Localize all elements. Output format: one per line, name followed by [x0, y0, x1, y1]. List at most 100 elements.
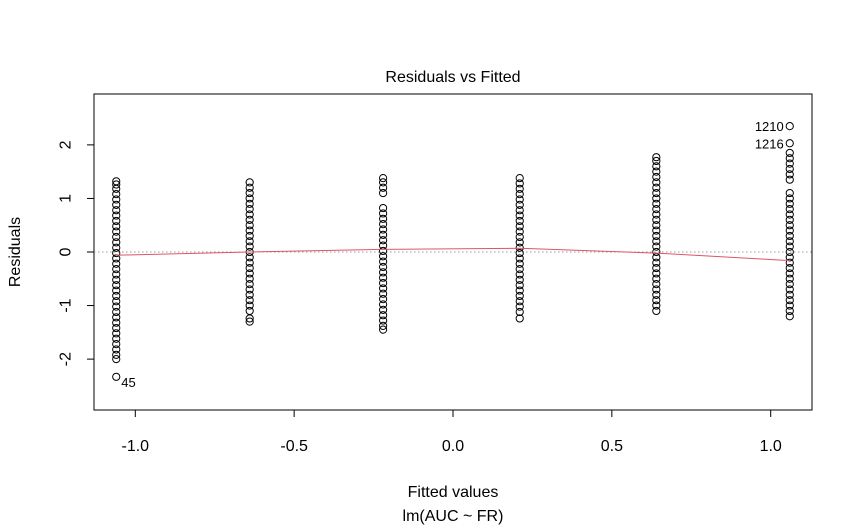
- residual-point: [515, 302, 524, 311]
- residual-point: [112, 180, 121, 189]
- residual-point: [379, 188, 388, 198]
- residual-point: [379, 295, 388, 304]
- residual-point: [379, 214, 388, 223]
- residual-point: [112, 307, 121, 317]
- residual-point: [785, 296, 794, 305]
- residual-point: [652, 247, 661, 257]
- residual-point: [785, 194, 794, 203]
- residual-point: [652, 269, 661, 278]
- y-tick-label: -2: [58, 352, 75, 366]
- residual-point: [652, 285, 661, 294]
- x-tick-label: 0.5: [601, 438, 623, 455]
- residual-point: [652, 162, 661, 171]
- residual-point: [515, 291, 524, 301]
- residual-point: [379, 220, 388, 229]
- residual-point: [785, 263, 794, 273]
- chart-title: Residuals vs Fitted: [385, 69, 520, 86]
- residual-point: [785, 312, 794, 321]
- residual-point: [785, 188, 794, 198]
- residual-point: [785, 226, 794, 235]
- residual-point: [245, 253, 254, 262]
- residual-point: [112, 222, 121, 231]
- x-tick-label: -0.5: [280, 438, 308, 455]
- residual-point: [112, 177, 121, 186]
- residual-point: [112, 340, 121, 349]
- residual-point: [245, 258, 254, 267]
- residual-point: [515, 173, 524, 183]
- residual-point: [112, 350, 121, 359]
- residual-point: [785, 159, 794, 168]
- residual-point: [652, 306, 661, 316]
- residual-point: [515, 232, 524, 242]
- residual-point: [379, 316, 388, 325]
- residual-point: [785, 285, 794, 294]
- residual-point: [515, 307, 524, 317]
- residual-point: [379, 236, 388, 245]
- residual-point: [245, 263, 254, 273]
- residual-point: [785, 231, 794, 241]
- residual-point: [515, 275, 524, 284]
- residual-point: [785, 247, 794, 257]
- residual-point: [379, 203, 388, 213]
- residual-point: [652, 253, 661, 262]
- residual-point: [112, 281, 121, 290]
- residual-point: [112, 313, 121, 322]
- residual-point: [112, 345, 121, 354]
- residual-point: [112, 334, 121, 343]
- residual-point: [245, 205, 254, 214]
- residual-point: [785, 122, 794, 131]
- residual-point: [379, 178, 388, 187]
- residual-point: [785, 170, 794, 179]
- x-tick-label: 1.0: [760, 438, 782, 455]
- x-axis: -1.0 -0.5 0.0 0.5 1.0: [122, 409, 782, 455]
- residual-point: [785, 221, 794, 230]
- y-tick-label: 0: [58, 247, 75, 256]
- residual-point: [112, 355, 121, 364]
- residual-point: [379, 262, 388, 272]
- residual-point: [652, 156, 661, 166]
- residual-point: [112, 190, 121, 199]
- residual-point: [785, 199, 794, 208]
- residual-point: [112, 275, 121, 284]
- residual-point: [515, 270, 524, 279]
- residual-point: [785, 148, 794, 158]
- residual-point: [245, 226, 254, 235]
- residual-point: [785, 301, 794, 310]
- residual-point: [245, 242, 254, 251]
- smooth-line: [116, 247, 790, 262]
- residual-point: [245, 237, 254, 246]
- residual-point: [112, 184, 121, 193]
- residual-point: [245, 221, 254, 230]
- residual-point: [652, 226, 661, 235]
- residual-point: [379, 321, 388, 331]
- residual-point: [515, 216, 524, 226]
- residual-point: [245, 301, 254, 310]
- residual-point: [379, 173, 388, 183]
- residual-point: [379, 246, 388, 256]
- residual-point: [515, 259, 524, 268]
- residual-point: [112, 211, 121, 220]
- x-axis-subtitle: lm(AUC ~ FR): [403, 508, 504, 525]
- residual-point: [112, 323, 121, 333]
- residual-point: [379, 268, 388, 277]
- residual-point: [245, 296, 254, 305]
- residual-point: [379, 183, 388, 192]
- residual-point: [785, 274, 794, 283]
- residual-point: [652, 215, 661, 224]
- residual-points: [112, 122, 794, 381]
- residual-point: [785, 154, 794, 163]
- residual-point: [245, 215, 254, 224]
- residual-point: [652, 194, 661, 203]
- point-label: 45: [121, 375, 135, 390]
- y-axis: -2 -1 0 1 2: [58, 140, 95, 366]
- residual-point: [379, 257, 388, 266]
- residual-point: [515, 297, 524, 306]
- x-tick-label: -1.0: [122, 438, 150, 455]
- y-tick-label: 1: [58, 194, 75, 203]
- residual-point: [785, 253, 794, 262]
- residual-point: [652, 172, 661, 182]
- residual-point: [652, 301, 661, 310]
- residual-point: [112, 302, 121, 311]
- residual-point: [245, 183, 254, 192]
